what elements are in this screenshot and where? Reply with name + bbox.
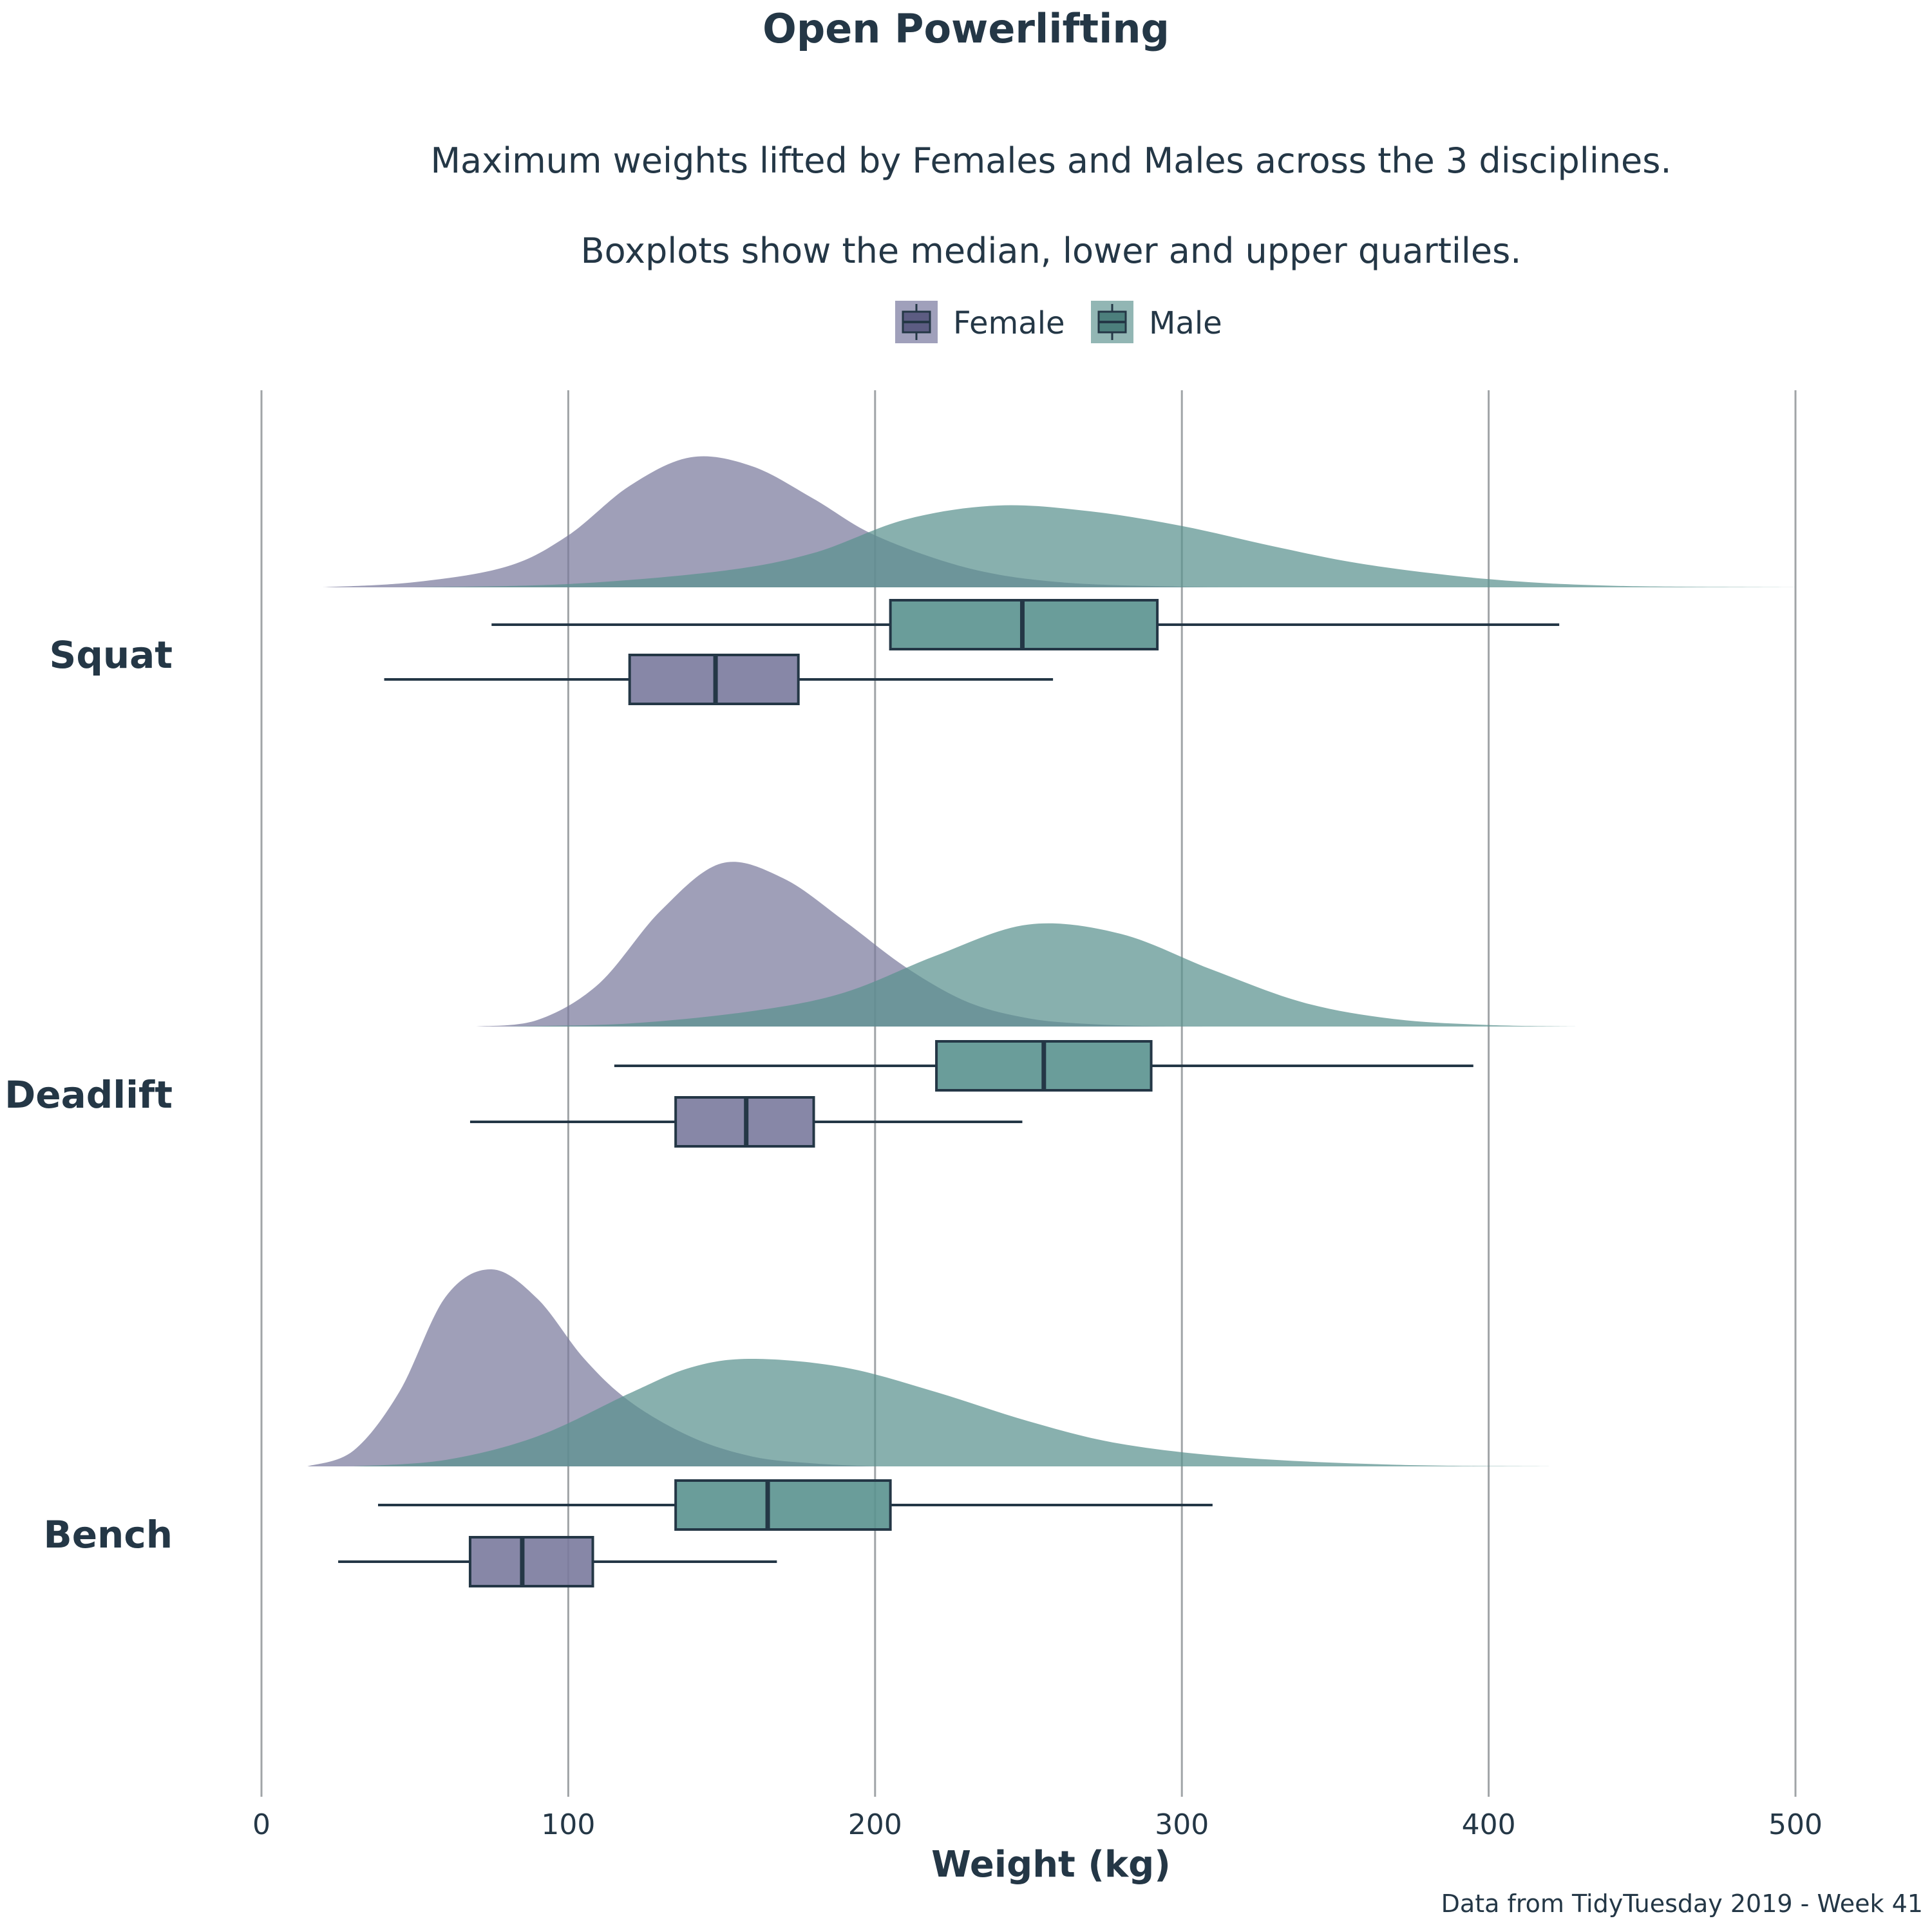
density-male-deadlift <box>507 923 1581 1027</box>
x-tick-label-0: 0 <box>252 1808 270 1841</box>
category-label-bench: Bench <box>43 1513 173 1557</box>
boxplot-female-deadlift <box>469 1096 1023 1148</box>
category-labels: Squat Deadlift Bench <box>5 633 173 1557</box>
legend-item-male: Male <box>1091 301 1222 343</box>
density-female-deadlift <box>476 862 1213 1027</box>
legend-label-male: Male <box>1149 305 1222 341</box>
boxplot-male-deadlift <box>614 1040 1473 1092</box>
x-tick-label-500: 500 <box>1768 1808 1823 1841</box>
boxplots <box>338 599 1560 1587</box>
chart-caption: Data from TidyTuesday 2019 - Week 41 <box>1441 1889 1923 1918</box>
legend-item-female: Female <box>895 301 1065 343</box>
boxplot-male-squat <box>491 599 1560 650</box>
box-female-bench <box>468 1536 594 1587</box>
density-male-bench <box>353 1359 1550 1466</box>
x-tick-label-100: 100 <box>541 1808 595 1841</box>
category-label-squat: Squat <box>50 633 173 677</box>
boxplot-male-bench <box>378 1479 1213 1531</box>
x-tick-label-400: 400 <box>1462 1808 1516 1841</box>
density-female-squat <box>323 456 1274 587</box>
x-tick-label-200: 200 <box>848 1808 902 1841</box>
category-label-deadlift: Deadlift <box>5 1073 173 1117</box>
legend-label-female: Female <box>953 305 1065 341</box>
density-clouds <box>307 456 1796 1466</box>
legend: Female Male <box>895 301 1222 343</box>
density-male-squat <box>415 505 1796 587</box>
chart-subtitle-line2: Boxplots show the median, lower and uppe… <box>581 231 1522 271</box>
boxplot-female-bench <box>338 1536 777 1587</box>
x-tick-label-300: 300 <box>1155 1808 1209 1841</box>
box-male-bench <box>674 1479 892 1531</box>
density-female-bench <box>307 1269 875 1466</box>
x-axis-title: Weight (kg) <box>931 1844 1171 1886</box>
boxplot-female-squat <box>384 654 1054 705</box>
chart-subtitle-line1: Maximum weights lifted by Females and Ma… <box>430 140 1671 181</box>
chart-title: Open Powerlifting <box>762 5 1170 52</box>
x-axis-ticks: 0 100 200 300 400 500 <box>252 1808 1823 1841</box>
